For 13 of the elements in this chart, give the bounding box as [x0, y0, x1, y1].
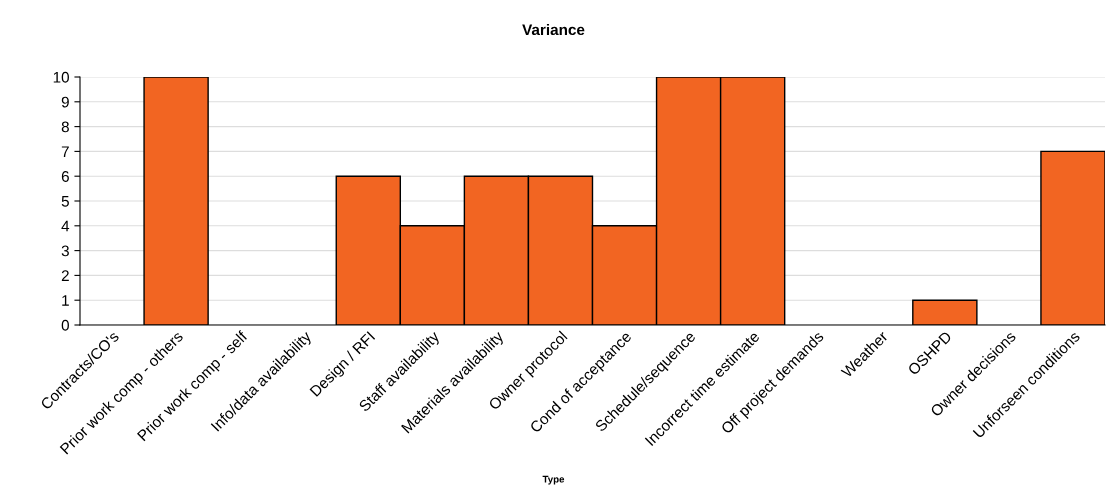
y-tick-label: 0: [61, 319, 69, 331]
chart-title: Variance: [522, 23, 585, 36]
y-tick-label: 1: [62, 295, 69, 306]
y-tick-label: 6: [61, 171, 69, 182]
y-tick-label: 8: [61, 121, 69, 133]
x-axis-title: Type: [542, 475, 565, 485]
y-tick-label: 7: [61, 146, 69, 157]
y-tick-label: 2: [61, 270, 69, 281]
y-tick-label: 3: [61, 245, 69, 257]
y-tick-label: 4: [61, 220, 70, 232]
y-tick-label: 9: [61, 96, 69, 108]
y-tick-label: 10: [53, 71, 69, 83]
y-tick-label: 5: [61, 196, 69, 207]
